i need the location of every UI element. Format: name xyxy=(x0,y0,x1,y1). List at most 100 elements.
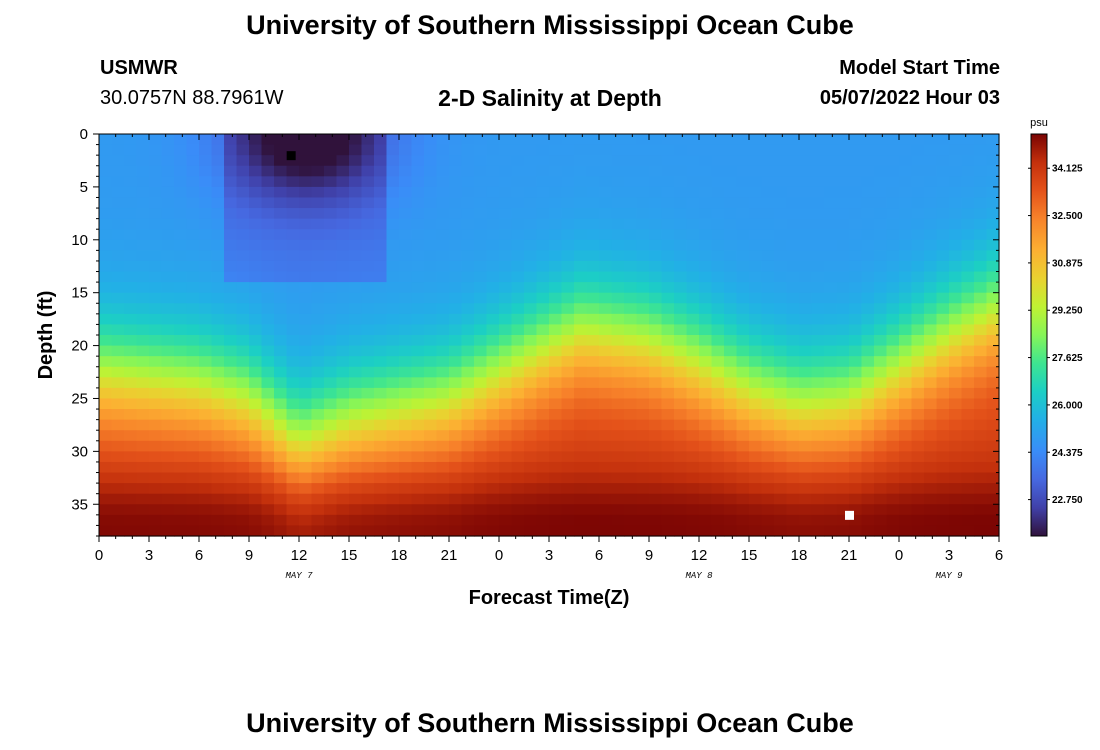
heatmap-cell xyxy=(749,282,763,294)
heatmap-cell xyxy=(161,303,175,315)
heatmap-cell xyxy=(924,387,938,400)
heatmap-cell xyxy=(224,398,238,410)
heatmap-cell xyxy=(799,504,813,516)
heatmap-cell xyxy=(511,186,525,199)
heatmap-cell xyxy=(99,525,113,537)
heatmap-cell xyxy=(899,356,913,368)
heatmap-cell xyxy=(549,514,563,527)
heatmap-cell xyxy=(961,504,975,516)
heatmap-cell xyxy=(374,282,388,294)
heatmap-cell xyxy=(986,239,1000,251)
heatmap-cell xyxy=(574,292,588,304)
heatmap-cell xyxy=(561,239,575,251)
heatmap-cell xyxy=(949,451,963,463)
heatmap-cell xyxy=(649,525,663,537)
heatmap-cell xyxy=(461,176,475,188)
heatmap-cell xyxy=(986,155,1000,167)
heatmap-cell xyxy=(624,134,638,146)
heatmap-cell xyxy=(711,282,725,294)
heatmap-cell xyxy=(911,461,925,474)
heatmap-cell xyxy=(986,335,1000,347)
heatmap-cell xyxy=(311,483,325,495)
heatmap-cell xyxy=(324,419,338,431)
heatmap-cell xyxy=(224,472,238,484)
heatmap-cell xyxy=(499,239,513,251)
heatmap-cell xyxy=(786,134,800,146)
heatmap-cell xyxy=(561,493,575,505)
heatmap-cell xyxy=(336,440,350,452)
heatmap-cell xyxy=(199,260,213,273)
heatmap-cell xyxy=(286,377,300,389)
heatmap-cell xyxy=(236,155,250,167)
heatmap-cell xyxy=(374,250,388,262)
heatmap-cell xyxy=(949,356,963,368)
heatmap-cell xyxy=(736,250,750,262)
heatmap-cell xyxy=(599,218,613,230)
heatmap-cell xyxy=(574,239,588,251)
heatmap-cell xyxy=(161,292,175,304)
heatmap-cell xyxy=(299,440,313,452)
heatmap-cell xyxy=(774,387,788,400)
heatmap-cell xyxy=(936,176,950,188)
heatmap-cell xyxy=(874,335,888,347)
heatmap-cell xyxy=(661,208,675,220)
heatmap-cell xyxy=(399,514,413,527)
heatmap-cell xyxy=(224,186,238,199)
heatmap-cell xyxy=(286,525,300,537)
heatmap-cell xyxy=(436,419,450,431)
heatmap-cell xyxy=(899,239,913,251)
heatmap-cell xyxy=(849,155,863,167)
heatmap-cell xyxy=(499,493,513,505)
heatmap-cell xyxy=(599,419,613,431)
heatmap-cell xyxy=(424,155,438,167)
heatmap-cell xyxy=(536,335,550,347)
heatmap-cell xyxy=(936,260,950,273)
heatmap-cell xyxy=(836,324,850,336)
heatmap-cell xyxy=(724,345,738,357)
x-tick-label: 6 xyxy=(995,547,1003,564)
heatmap-cell xyxy=(199,377,213,389)
heatmap-cell xyxy=(374,377,388,389)
heatmap-cell xyxy=(436,260,450,273)
heatmap-cell xyxy=(211,398,225,410)
heatmap-cell xyxy=(149,377,163,389)
heatmap-cell xyxy=(774,208,788,220)
heatmap-cell xyxy=(936,525,950,537)
heatmap-cell xyxy=(786,377,800,389)
heatmap-cell xyxy=(711,229,725,241)
heatmap-cell xyxy=(386,303,400,315)
heatmap-cell xyxy=(424,356,438,368)
heatmap-cell xyxy=(949,335,963,347)
heatmap-cell xyxy=(286,387,300,400)
heatmap-cell xyxy=(761,472,775,484)
heatmap-cell xyxy=(924,440,938,452)
heatmap-cell xyxy=(786,483,800,495)
heatmap-cell xyxy=(461,250,475,262)
heatmap-cell xyxy=(199,271,213,283)
heatmap-cell xyxy=(949,440,963,452)
heatmap-cell xyxy=(936,366,950,378)
heatmap-cell xyxy=(524,324,538,336)
heatmap-cell xyxy=(599,356,613,368)
heatmap-cell xyxy=(849,504,863,516)
heatmap-cell xyxy=(224,239,238,251)
heatmap-cell xyxy=(136,292,150,304)
heatmap-cell xyxy=(874,440,888,452)
heatmap-cell xyxy=(361,324,375,336)
heatmap-cell xyxy=(161,398,175,410)
heatmap-cell xyxy=(311,409,325,421)
x-tick-label: 9 xyxy=(245,547,253,564)
heatmap-cell xyxy=(361,239,375,251)
heatmap-cell xyxy=(449,239,463,251)
heatmap-cell xyxy=(711,525,725,537)
heatmap-cell xyxy=(886,155,900,167)
heatmap-cell xyxy=(624,229,638,241)
heatmap-cell xyxy=(824,292,838,304)
heatmap-cell xyxy=(749,514,763,527)
heatmap-cell xyxy=(599,208,613,220)
heatmap-cell xyxy=(861,260,875,273)
heatmap-cell xyxy=(211,155,225,167)
heatmap-cell xyxy=(686,419,700,431)
heatmap-cell xyxy=(824,377,838,389)
